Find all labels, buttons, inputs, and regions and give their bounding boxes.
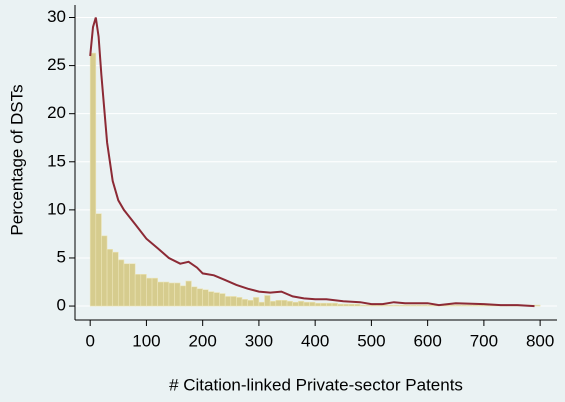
bar <box>230 296 237 307</box>
bar <box>213 292 220 307</box>
bar <box>236 297 243 307</box>
bar <box>393 304 400 307</box>
y-tick-label: 5 <box>57 247 66 266</box>
x-tick-label: 100 <box>132 331 160 350</box>
bar <box>297 300 305 307</box>
x-tick-label: 500 <box>357 331 385 350</box>
bar <box>416 304 423 307</box>
bar <box>241 299 248 307</box>
bar <box>399 304 406 307</box>
bar <box>326 302 333 307</box>
bar <box>157 281 164 307</box>
bar <box>89 52 97 307</box>
bar <box>292 301 299 307</box>
x-tick-label: 0 <box>85 331 94 350</box>
bar <box>337 303 344 307</box>
bar <box>275 299 282 307</box>
bar <box>281 299 288 307</box>
y-tick-label: 15 <box>47 151 66 170</box>
bar <box>449 304 457 307</box>
bar <box>258 301 265 307</box>
bar <box>219 293 226 307</box>
x-axis-label: # Citation-linked Private-sector Patents <box>169 375 463 394</box>
y-tick-label: 0 <box>57 296 66 315</box>
bar <box>410 304 417 307</box>
bar <box>134 274 142 307</box>
y-tick-label: 25 <box>47 55 66 74</box>
bar <box>348 303 355 307</box>
bar <box>151 277 158 307</box>
bar <box>342 303 350 307</box>
bar <box>174 282 181 307</box>
bar <box>146 277 153 307</box>
bar <box>269 300 277 307</box>
bar <box>202 289 209 307</box>
bar <box>129 263 136 307</box>
bar <box>106 249 113 307</box>
bar <box>286 300 293 307</box>
bar <box>455 304 462 307</box>
bar <box>168 282 175 307</box>
bar <box>207 291 215 307</box>
bar <box>365 304 372 307</box>
bar <box>359 304 367 307</box>
bar <box>382 304 389 307</box>
bar <box>112 251 119 307</box>
y-tick-label: 20 <box>47 103 66 122</box>
bar <box>140 274 147 307</box>
x-tick-label: 200 <box>188 331 216 350</box>
bar <box>404 304 412 307</box>
bar <box>466 304 473 307</box>
y-tick-label: 30 <box>47 7 66 26</box>
bar <box>376 304 383 307</box>
bar <box>314 302 322 307</box>
bar <box>118 259 125 307</box>
bar <box>387 304 395 307</box>
bar <box>101 235 108 307</box>
density-line <box>89 17 535 308</box>
bar <box>354 303 361 307</box>
bar <box>477 304 485 307</box>
bar <box>461 304 468 307</box>
bar <box>371 304 378 307</box>
y-tick-label: 10 <box>47 199 66 218</box>
bar <box>252 297 260 307</box>
bar <box>224 296 232 307</box>
x-tick-label: 800 <box>526 331 554 350</box>
bar <box>163 281 170 307</box>
x-tick-label: 700 <box>470 331 498 350</box>
bar <box>196 288 203 307</box>
bar <box>303 301 310 307</box>
bar <box>472 304 479 307</box>
y-axis-label: Percentage of DSTs <box>7 84 26 235</box>
bar <box>179 285 187 307</box>
bar <box>191 286 198 307</box>
bar <box>427 304 434 307</box>
bar <box>534 304 541 307</box>
x-tick-label: 600 <box>413 331 441 350</box>
bar <box>185 280 192 307</box>
bar <box>123 263 130 307</box>
bar <box>421 304 428 307</box>
bar <box>95 213 102 307</box>
x-tick-label: 300 <box>245 331 273 350</box>
bar <box>331 302 338 307</box>
bar <box>247 299 254 307</box>
x-tick-label: 400 <box>301 331 329 350</box>
bar <box>320 302 327 307</box>
bar <box>309 301 316 307</box>
bar <box>264 295 271 307</box>
